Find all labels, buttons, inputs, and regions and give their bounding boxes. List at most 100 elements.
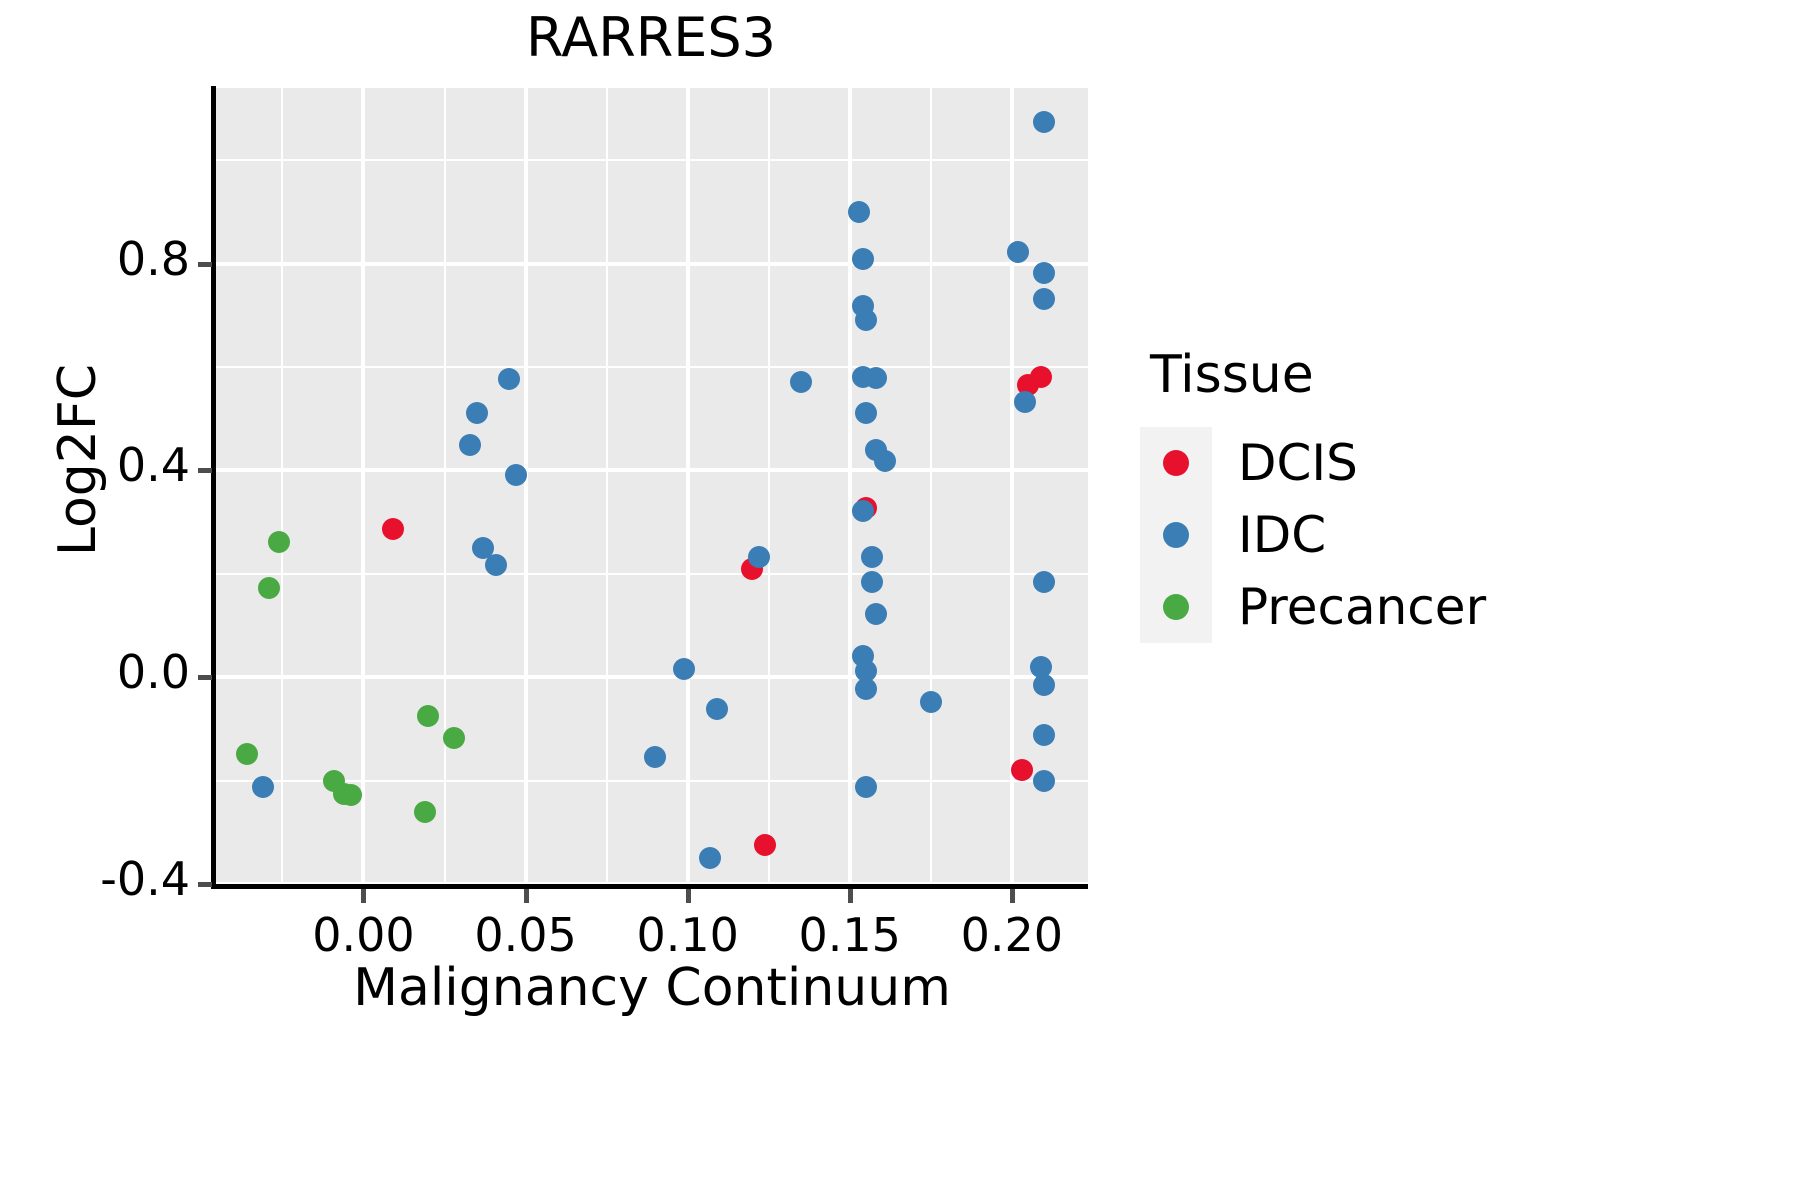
data-point-idc <box>854 660 877 683</box>
x-tick-label: 0.05 <box>474 908 577 962</box>
x-tick <box>685 889 691 903</box>
x-tick-label: 0.15 <box>798 908 901 962</box>
legend-dot-icon <box>1163 522 1189 548</box>
data-point-idc <box>861 546 884 569</box>
y-tick-label: 0.8 <box>116 231 190 286</box>
gridline-y-minor <box>216 572 1088 575</box>
legend-title: Tissue <box>1150 345 1314 405</box>
data-point-idc <box>919 691 942 714</box>
data-point-dcis <box>381 517 404 540</box>
data-point-idc <box>472 537 495 560</box>
y-tick <box>198 882 212 887</box>
data-point-dcis <box>1010 759 1033 782</box>
gridline-x-major <box>523 88 528 884</box>
data-point-idc <box>851 499 874 522</box>
data-point-idc <box>465 401 488 424</box>
data-point-idc <box>861 570 884 593</box>
legend-items: DCIS IDC Precancer <box>1140 427 1660 643</box>
data-point-precancer <box>268 530 291 553</box>
gridline-x-minor <box>281 88 284 884</box>
data-point-idc <box>1033 110 1056 133</box>
gridline-x-minor <box>929 88 932 884</box>
x-tick <box>1009 889 1015 903</box>
data-point-precancer <box>417 705 440 727</box>
data-point-idc <box>790 370 813 393</box>
gridline-x-minor <box>443 88 446 884</box>
gridline-y-minor <box>216 159 1088 162</box>
data-point-idc <box>854 677 877 700</box>
data-point-idc <box>864 603 887 626</box>
data-point-idc <box>699 847 722 870</box>
y-tick <box>198 675 212 681</box>
gridline-x-minor <box>767 88 770 884</box>
data-point-idc <box>485 553 508 576</box>
legend-key-swatch <box>1140 499 1212 571</box>
data-point-idc <box>1033 769 1056 792</box>
x-axis-label: Malignancy Continuum <box>353 958 951 1018</box>
y-tick-label: 0.4 <box>116 438 190 493</box>
legend-label: IDC <box>1238 506 1327 564</box>
gridline-x-minor <box>605 88 608 884</box>
x-tick <box>361 889 367 903</box>
y-tick <box>198 468 212 474</box>
data-point-precancer <box>443 727 466 750</box>
gridline-y-major <box>216 882 1088 884</box>
data-point-idc <box>459 433 482 456</box>
x-tick <box>847 889 853 903</box>
x-tick-label: 0.20 <box>960 908 1064 962</box>
data-point-idc <box>1013 390 1036 413</box>
data-point-idc <box>854 308 877 331</box>
data-point-idc <box>1033 262 1056 285</box>
data-point-idc <box>854 775 877 798</box>
data-point-idc <box>673 658 696 681</box>
legend-label: DCIS <box>1238 434 1358 492</box>
data-point-dcis <box>1029 366 1052 389</box>
gridline-y-minor <box>216 779 1088 782</box>
y-tick-label: -0.4 <box>100 852 190 906</box>
legend-item-dcis[interactable]: DCIS <box>1140 427 1660 499</box>
data-point-precancer <box>414 800 437 823</box>
gridline-x-major <box>1009 88 1014 884</box>
data-point-idc <box>705 698 728 721</box>
data-point-idc <box>1033 570 1056 593</box>
legend-label: Precancer <box>1238 578 1487 636</box>
data-point-idc <box>1033 287 1056 310</box>
data-point-idc <box>252 775 274 798</box>
legend: Tissue DCIS IDC Precancer <box>1140 345 1660 643</box>
plot-panel <box>216 88 1088 884</box>
gridline-y-minor <box>216 366 1088 369</box>
data-point-idc <box>1033 724 1056 747</box>
data-point-precancer <box>258 577 281 600</box>
data-point-idc <box>644 746 667 769</box>
legend-dot-icon <box>1163 450 1189 476</box>
legend-key-swatch <box>1140 427 1212 499</box>
x-tick-label: 0.10 <box>636 908 739 962</box>
gridline-x-major <box>847 88 852 884</box>
y-axis-line <box>211 86 216 886</box>
gridline-x-major <box>361 88 366 884</box>
data-point-dcis <box>754 834 777 857</box>
legend-item-idc[interactable]: IDC <box>1140 499 1660 571</box>
y-tick-label: 0.0 <box>116 645 190 700</box>
legend-key-swatch <box>1140 571 1212 643</box>
data-point-precancer <box>339 784 362 807</box>
data-point-idc <box>1007 240 1030 263</box>
gridline-y-major <box>216 675 1088 680</box>
data-point-idc <box>1029 655 1052 678</box>
gridline-y-major <box>216 468 1088 473</box>
data-point-idc <box>854 401 877 424</box>
data-point-idc <box>874 450 897 473</box>
data-point-idc <box>851 247 874 270</box>
y-axis-label: Log2FC <box>48 363 108 557</box>
legend-item-precancer[interactable]: Precancer <box>1140 571 1660 643</box>
x-axis-line <box>211 884 1088 889</box>
data-point-idc <box>1033 674 1056 696</box>
data-point-idc <box>498 368 521 390</box>
page-title: RARRES3 <box>525 6 777 69</box>
x-tick-label: 0.00 <box>312 908 415 962</box>
gridline-x-major <box>685 88 690 884</box>
data-point-idc <box>848 201 871 224</box>
data-point-idc <box>864 367 887 390</box>
y-tick <box>198 261 212 267</box>
